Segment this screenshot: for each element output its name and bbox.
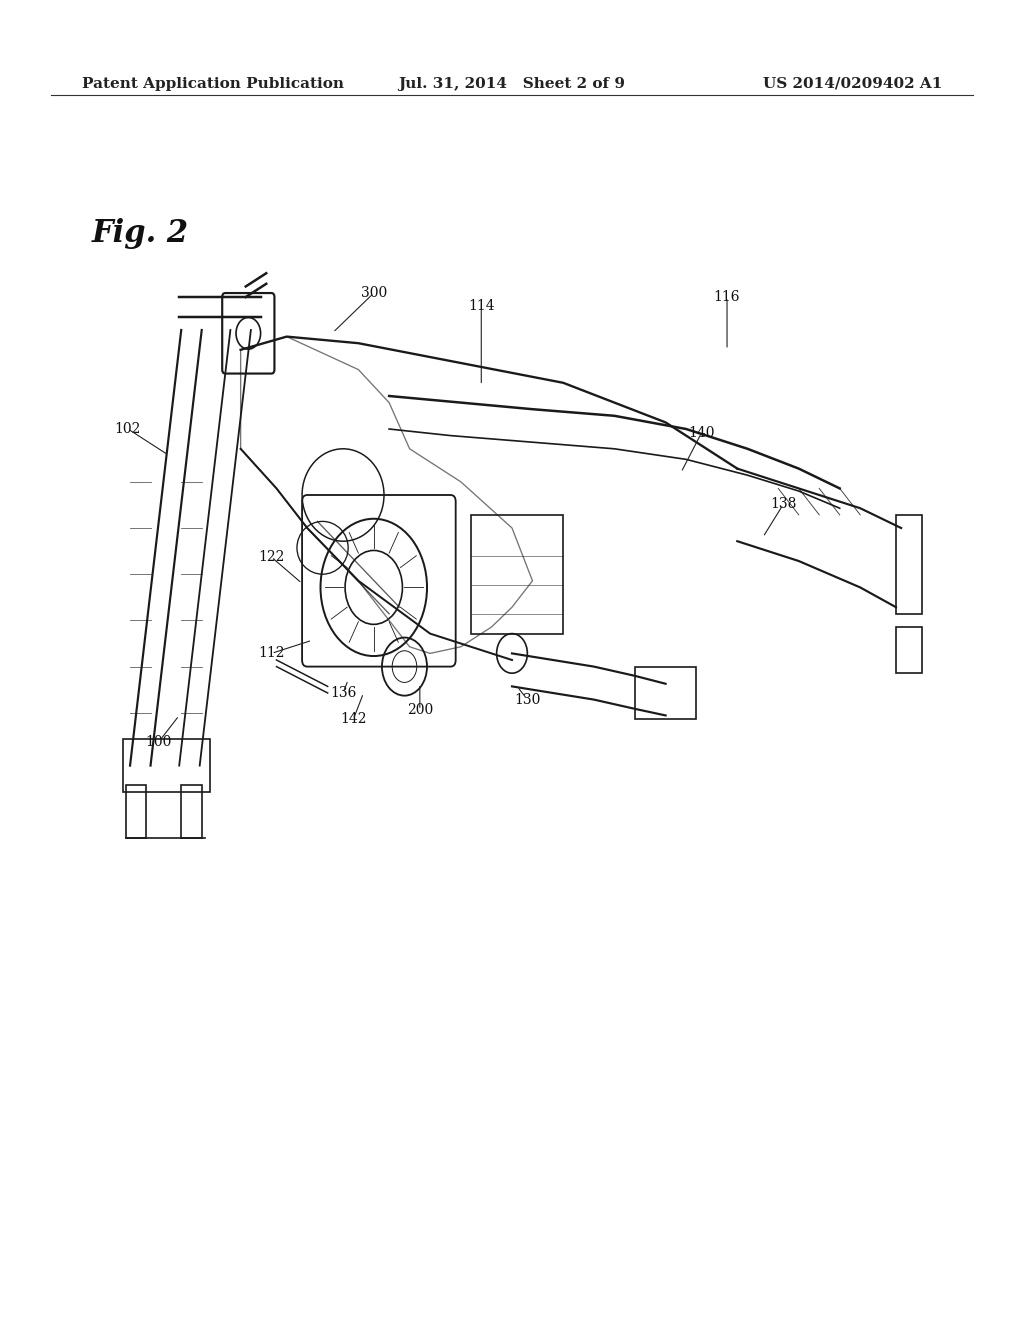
Text: 116: 116 — [714, 290, 740, 304]
Text: US 2014/0209402 A1: US 2014/0209402 A1 — [763, 77, 942, 91]
Text: 112: 112 — [258, 647, 285, 660]
Text: 130: 130 — [514, 693, 541, 706]
Text: Fig. 2: Fig. 2 — [92, 218, 189, 248]
Text: 140: 140 — [688, 426, 715, 440]
Bar — [471, 515, 563, 634]
Text: 102: 102 — [115, 422, 141, 436]
Bar — [896, 515, 922, 614]
Text: 100: 100 — [145, 735, 172, 748]
Bar — [126, 785, 146, 838]
Text: 200: 200 — [407, 704, 433, 717]
Text: 300: 300 — [360, 286, 387, 300]
Text: 122: 122 — [258, 550, 285, 564]
Text: 136: 136 — [330, 686, 356, 700]
Bar — [896, 627, 922, 673]
Text: Patent Application Publication: Patent Application Publication — [82, 77, 344, 91]
Text: Jul. 31, 2014   Sheet 2 of 9: Jul. 31, 2014 Sheet 2 of 9 — [398, 77, 626, 91]
Text: 142: 142 — [340, 713, 367, 726]
Bar — [123, 739, 210, 792]
Bar — [635, 667, 696, 719]
Text: 138: 138 — [770, 498, 797, 511]
Bar — [181, 785, 202, 838]
Text: 114: 114 — [468, 300, 495, 313]
